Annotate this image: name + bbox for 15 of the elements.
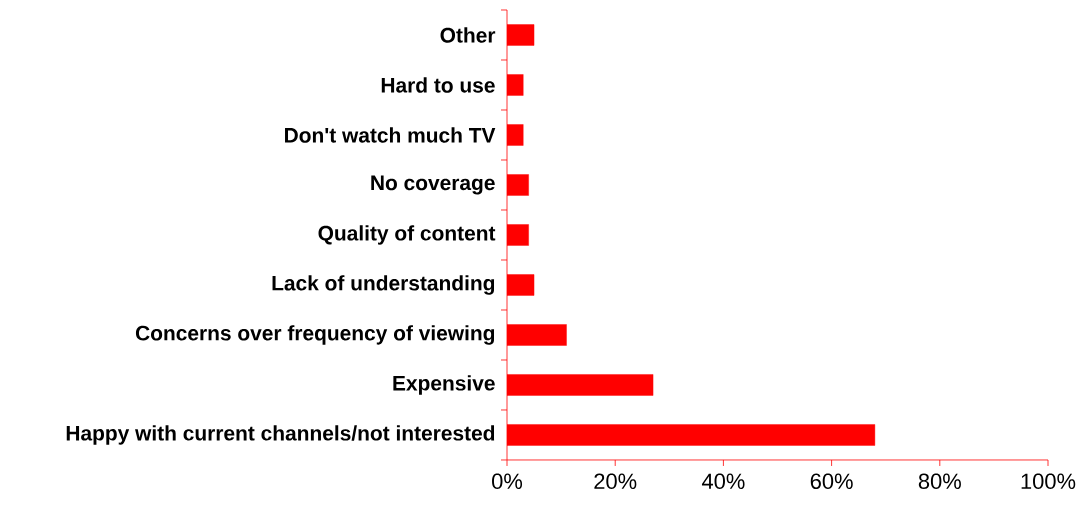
x-tick-label: 0% [492, 473, 523, 490]
y-tick-label: Lack of understanding [272, 275, 495, 295]
x-tick-label: 20% [594, 473, 637, 490]
x-tick-label: 60% [810, 473, 853, 490]
x-tick-label: 40% [701, 473, 745, 490]
y-tick-label: Concerns over frequency of viewing [135, 325, 495, 345]
x-tick-label: 80% [918, 473, 961, 490]
y-tick-label: No coverage [371, 175, 495, 195]
y-tick-label: Quality of content [318, 225, 496, 245]
y-tick-label: Happy with current channels/not interested [66, 425, 495, 445]
y-tick-label: Expensive [393, 375, 495, 395]
y-tick-label: Other [440, 27, 496, 43]
x-tick-label: 100% [1021, 473, 1076, 490]
y-tick-label: Hard to use [381, 77, 495, 93]
y-tick-label: Don't watch much TV [285, 127, 496, 143]
